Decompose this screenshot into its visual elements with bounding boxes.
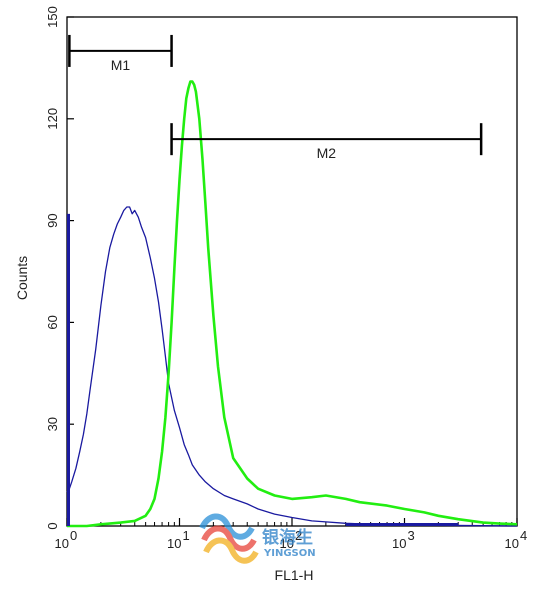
x-tick-label: 101 <box>167 528 190 551</box>
markers: M1 M2 <box>68 34 483 161</box>
y-tick-label: 0 <box>45 522 60 529</box>
watermark-name-cn: 银海生 <box>262 527 313 548</box>
plot-border <box>66 16 518 527</box>
marker-label: M1 <box>111 57 131 73</box>
watermark-logo: 银海生 YINGSON <box>199 513 316 564</box>
series-layer <box>66 80 518 528</box>
series-line-2 <box>67 80 518 528</box>
y-tick-label: 60 <box>45 315 60 329</box>
x-axis-title: FL1-H <box>275 567 314 583</box>
y-axis: 0 30 60 90 120 150 <box>45 6 74 530</box>
y-tick-label: 120 <box>45 108 60 130</box>
marker-m1: M1 <box>68 34 173 73</box>
y-tick-label: 150 <box>45 6 60 28</box>
y-tick-label: 90 <box>45 213 60 227</box>
y-tick-label: 30 <box>45 417 60 431</box>
watermark-name-en: YINGSON <box>263 548 316 559</box>
x-tick-exponent: 1 <box>183 528 190 543</box>
x-tick-label: 104 <box>505 528 528 551</box>
x-tick-label: 100 <box>55 528 78 551</box>
marker-label: M2 <box>317 145 337 161</box>
x-tick-exponent: 4 <box>520 528 527 543</box>
x-tick-base: 10 <box>280 536 294 551</box>
x-tick-label: 103 <box>392 528 415 551</box>
x-tick-base: 10 <box>55 536 69 551</box>
x-tick-base: 10 <box>392 536 406 551</box>
series-line-1 <box>66 206 518 527</box>
x-tick-base: 10 <box>167 536 181 551</box>
x-tick-label: 102 <box>280 528 303 551</box>
watermark-logo-mark <box>199 513 259 564</box>
x-tick-base: 10 <box>505 536 519 551</box>
x-tick-exponent: 0 <box>70 528 77 543</box>
plot-frame <box>66 16 518 527</box>
marker-m2: M2 <box>170 123 483 161</box>
x-tick-exponent: 2 <box>295 528 302 543</box>
y-axis-title: Counts <box>14 256 30 300</box>
x-tick-exponent: 3 <box>408 528 415 543</box>
